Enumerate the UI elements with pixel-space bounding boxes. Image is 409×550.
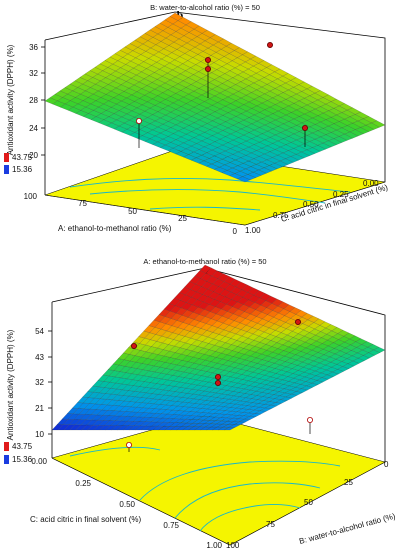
panel-b-z-tick: 32 [29,69,38,78]
panel-c-surface-cell [373,347,386,353]
panel-b-z-label: Antioxidant activity (DPPH) (%) [6,44,15,155]
panel-b-design-point [135,118,142,125]
panel-c-z-label: Antioxidant activity (DPPH) (%) [6,329,15,440]
panel-b-x-axis: 100 75 50 25 0 A: ethanol-to-methanol ra… [24,192,238,236]
panel-c-design-points [126,318,313,452]
legend-low-value: 15.36 [12,455,33,464]
legend-high-swatch [4,153,9,162]
panel-c-x-tick: 0.00 [31,457,47,466]
panel-c-x-tick: 0.50 [119,500,135,509]
panel-c-title: A: ethanol-to-methanol ratio (%) = 50 [143,257,266,266]
panel-b-surface [44,12,386,183]
panel-b-y-tick: 1.00 [245,226,261,235]
panel-c-z-tick: 21 [35,404,44,413]
panel-c-design-point [214,373,221,380]
panel-c-x-tick: 1.00 [206,541,222,550]
panel-c-y-tick: 25 [344,478,353,487]
panel-b-z-axis: 20 24 28 32 36 Antioxidant activity (DPP… [6,43,45,160]
panel-b-legend: 43.75 15.36 [4,153,33,174]
panel-b-x-tick: 25 [178,214,187,223]
panel-c-x-label: C: acid citric in final solvent (%) [30,515,141,524]
panel-c-y-label: B: water-to-alcohol ratio (%) [298,511,396,545]
panel-c-design-point [214,379,221,386]
panel-b-z-tick: 36 [29,43,38,52]
panel-b-y-tick: 0.50 [303,200,319,209]
panel-b-x-tick: 75 [78,199,87,208]
panel-b-design-points [135,42,308,148]
panel-c-y-tick: 0 [384,460,389,469]
panel-c-design-point [126,441,133,448]
panel-b-z-tick: 20 [29,151,38,160]
panel-b-letter: b [177,8,184,22]
panel-c-z-tick: 10 [35,430,44,439]
legend-low-value: 15.36 [12,165,33,174]
panel-c-design-point [294,318,301,325]
panel-c-design-point [306,416,313,423]
panel-b-design-point [301,125,308,132]
panel-c-floor [51,414,386,546]
panel-b-x-label: A: ethanol-to-methanol ratio (%) [58,224,172,233]
panel-c-x-tick: 0.25 [75,479,91,488]
panel-c-surface [51,264,386,431]
panel-b-title: B: water-to-alcohol ratio (%) = 50 [150,3,260,12]
panel-b-design-point [266,42,273,49]
panel-b-x-tick: 100 [24,192,38,201]
panel-b-design-point [204,57,211,64]
panel-b-x-tick: 0 [233,227,238,236]
panel-c-y-tick: 75 [266,520,275,529]
panel-b-surface-cell [371,120,386,128]
panel-b-design-point [204,66,211,73]
panel-b-z-tick: 24 [29,124,38,133]
panel-c-z-tick: 32 [35,378,44,387]
panel-b-y-tick: 0.25 [333,190,349,199]
panel-c-legend: 43.75 15.36 [4,442,33,464]
panel-b-y-tick: 0.75 [273,211,289,220]
panel-b-x-tick: 50 [128,207,137,216]
panel-c-design-point [130,342,137,349]
legend-low-swatch [4,165,9,174]
legend-high-swatch [4,442,9,451]
panel-b-floor [44,149,386,226]
panel-b-z-tick: 28 [29,96,38,105]
panel-c-z-axis: 10 21 32 43 54 Antioxidant activity (DPP… [6,327,52,440]
legend-high-value: 43.75 [12,442,33,451]
panel-c-y-tick: 100 [226,541,240,550]
panel-c-x-tick: 0.75 [163,521,179,530]
panel-c-z-tick: 43 [35,353,44,362]
panel-c-x-axis: 0.00 0.25 0.50 0.75 1.00 C: acid citric … [30,457,223,550]
panel-c-y-tick: 50 [304,498,313,507]
panel-b-y-tick: 0.00 [363,179,379,188]
panel-c: A: ethanol-to-methanol ratio (%) = 50 c [4,257,397,550]
panel-c-z-tick: 54 [35,327,44,336]
panel-b: B: water-to-alcohol ratio (%) = 50 b [4,3,389,236]
legend-high-value: 43.75 [12,153,33,162]
legend-low-swatch [4,455,9,464]
